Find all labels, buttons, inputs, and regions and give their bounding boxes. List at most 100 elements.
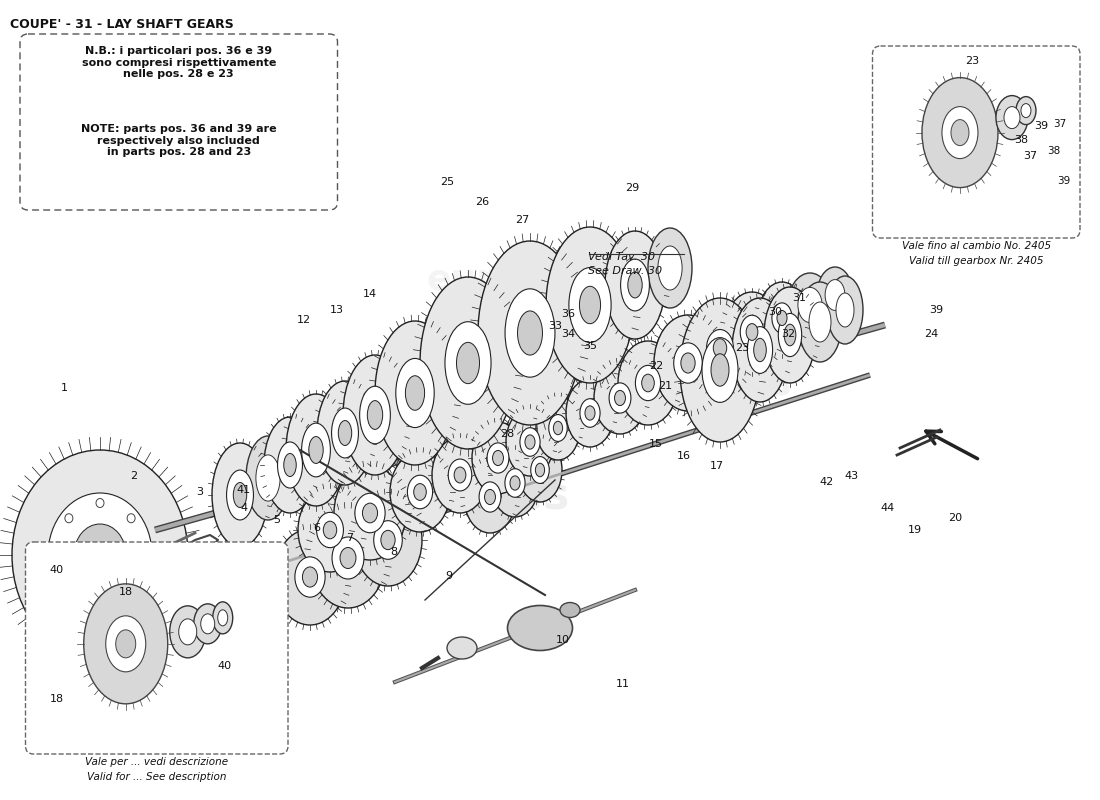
Ellipse shape xyxy=(106,616,145,672)
Ellipse shape xyxy=(446,322,491,404)
Text: 35: 35 xyxy=(583,342,597,351)
FancyBboxPatch shape xyxy=(20,34,338,210)
Text: 44: 44 xyxy=(880,503,894,513)
Ellipse shape xyxy=(580,398,601,427)
Ellipse shape xyxy=(777,310,786,326)
Ellipse shape xyxy=(332,537,364,579)
Ellipse shape xyxy=(218,610,228,626)
Ellipse shape xyxy=(420,277,516,449)
Text: eurosparres: eurosparres xyxy=(528,365,792,403)
Ellipse shape xyxy=(506,408,554,476)
Ellipse shape xyxy=(298,488,362,572)
Ellipse shape xyxy=(507,606,572,650)
Text: 28: 28 xyxy=(500,429,515,438)
Ellipse shape xyxy=(233,482,246,507)
Ellipse shape xyxy=(688,304,752,392)
Ellipse shape xyxy=(510,476,520,490)
Text: Vedi Tav. 30: Vedi Tav. 30 xyxy=(588,252,656,262)
Ellipse shape xyxy=(65,513,135,597)
Ellipse shape xyxy=(615,390,626,406)
Ellipse shape xyxy=(505,289,556,377)
Text: See Draw. 30: See Draw. 30 xyxy=(588,266,662,276)
Text: 22: 22 xyxy=(649,362,663,371)
Ellipse shape xyxy=(381,530,395,550)
Text: Valid for ... See description: Valid for ... See description xyxy=(87,772,227,782)
Ellipse shape xyxy=(274,529,346,625)
Text: 24: 24 xyxy=(924,330,938,339)
Ellipse shape xyxy=(396,358,435,427)
Text: 13: 13 xyxy=(330,306,344,315)
Ellipse shape xyxy=(128,514,135,522)
Ellipse shape xyxy=(609,383,631,413)
Text: 34: 34 xyxy=(561,330,575,339)
Text: 15: 15 xyxy=(649,439,663,449)
Text: 39: 39 xyxy=(930,306,944,315)
Ellipse shape xyxy=(1016,97,1036,125)
Ellipse shape xyxy=(520,428,540,456)
Text: 37: 37 xyxy=(1023,151,1037,161)
Ellipse shape xyxy=(375,321,455,465)
Ellipse shape xyxy=(480,482,501,512)
Ellipse shape xyxy=(456,342,480,384)
Ellipse shape xyxy=(594,362,646,434)
Text: 18: 18 xyxy=(119,587,133,597)
Ellipse shape xyxy=(360,386,390,444)
Text: 10: 10 xyxy=(556,635,570,645)
Ellipse shape xyxy=(317,512,343,548)
Ellipse shape xyxy=(636,366,661,401)
Text: Vale fino al cambio No. 2405: Vale fino al cambio No. 2405 xyxy=(902,241,1050,251)
Text: Vale per ... vedi descrizione: Vale per ... vedi descrizione xyxy=(85,757,229,767)
Ellipse shape xyxy=(788,273,832,337)
Ellipse shape xyxy=(65,587,73,596)
Ellipse shape xyxy=(447,637,477,659)
Ellipse shape xyxy=(673,343,702,383)
Ellipse shape xyxy=(569,267,612,342)
Ellipse shape xyxy=(754,338,767,362)
Ellipse shape xyxy=(323,521,337,539)
Text: 27: 27 xyxy=(515,215,529,225)
Text: 21: 21 xyxy=(658,382,672,391)
Text: 38: 38 xyxy=(1014,135,1028,145)
Ellipse shape xyxy=(472,422,524,494)
Text: 14: 14 xyxy=(363,290,377,299)
Text: 30: 30 xyxy=(768,307,782,317)
Text: 37: 37 xyxy=(1054,119,1067,130)
Ellipse shape xyxy=(747,326,772,374)
Ellipse shape xyxy=(96,602,104,611)
Ellipse shape xyxy=(605,231,665,339)
Ellipse shape xyxy=(302,567,318,587)
Ellipse shape xyxy=(406,376,425,410)
Ellipse shape xyxy=(491,449,539,517)
Text: 33: 33 xyxy=(548,321,562,330)
Ellipse shape xyxy=(301,423,330,477)
Ellipse shape xyxy=(620,259,649,311)
Ellipse shape xyxy=(680,298,760,442)
Text: 20: 20 xyxy=(948,514,962,523)
Ellipse shape xyxy=(798,282,842,362)
Text: 38: 38 xyxy=(1047,146,1060,156)
Ellipse shape xyxy=(798,287,822,322)
Text: 18: 18 xyxy=(50,694,64,704)
Ellipse shape xyxy=(825,280,845,310)
Ellipse shape xyxy=(432,437,488,513)
Ellipse shape xyxy=(493,450,504,466)
Ellipse shape xyxy=(464,461,516,533)
Ellipse shape xyxy=(740,315,763,349)
Ellipse shape xyxy=(566,379,614,447)
Text: 39: 39 xyxy=(1058,176,1071,186)
Ellipse shape xyxy=(772,303,792,333)
Ellipse shape xyxy=(517,311,542,355)
Ellipse shape xyxy=(116,630,135,658)
Text: 31: 31 xyxy=(792,294,806,303)
Ellipse shape xyxy=(922,78,998,188)
Text: 9: 9 xyxy=(446,571,452,581)
Ellipse shape xyxy=(706,330,734,366)
Ellipse shape xyxy=(194,604,222,644)
Ellipse shape xyxy=(96,498,104,507)
Text: 1: 1 xyxy=(62,383,68,393)
Text: 26: 26 xyxy=(475,197,490,206)
Ellipse shape xyxy=(65,514,73,522)
Text: 41: 41 xyxy=(236,486,251,495)
Text: 2: 2 xyxy=(131,471,138,481)
Ellipse shape xyxy=(681,353,695,373)
